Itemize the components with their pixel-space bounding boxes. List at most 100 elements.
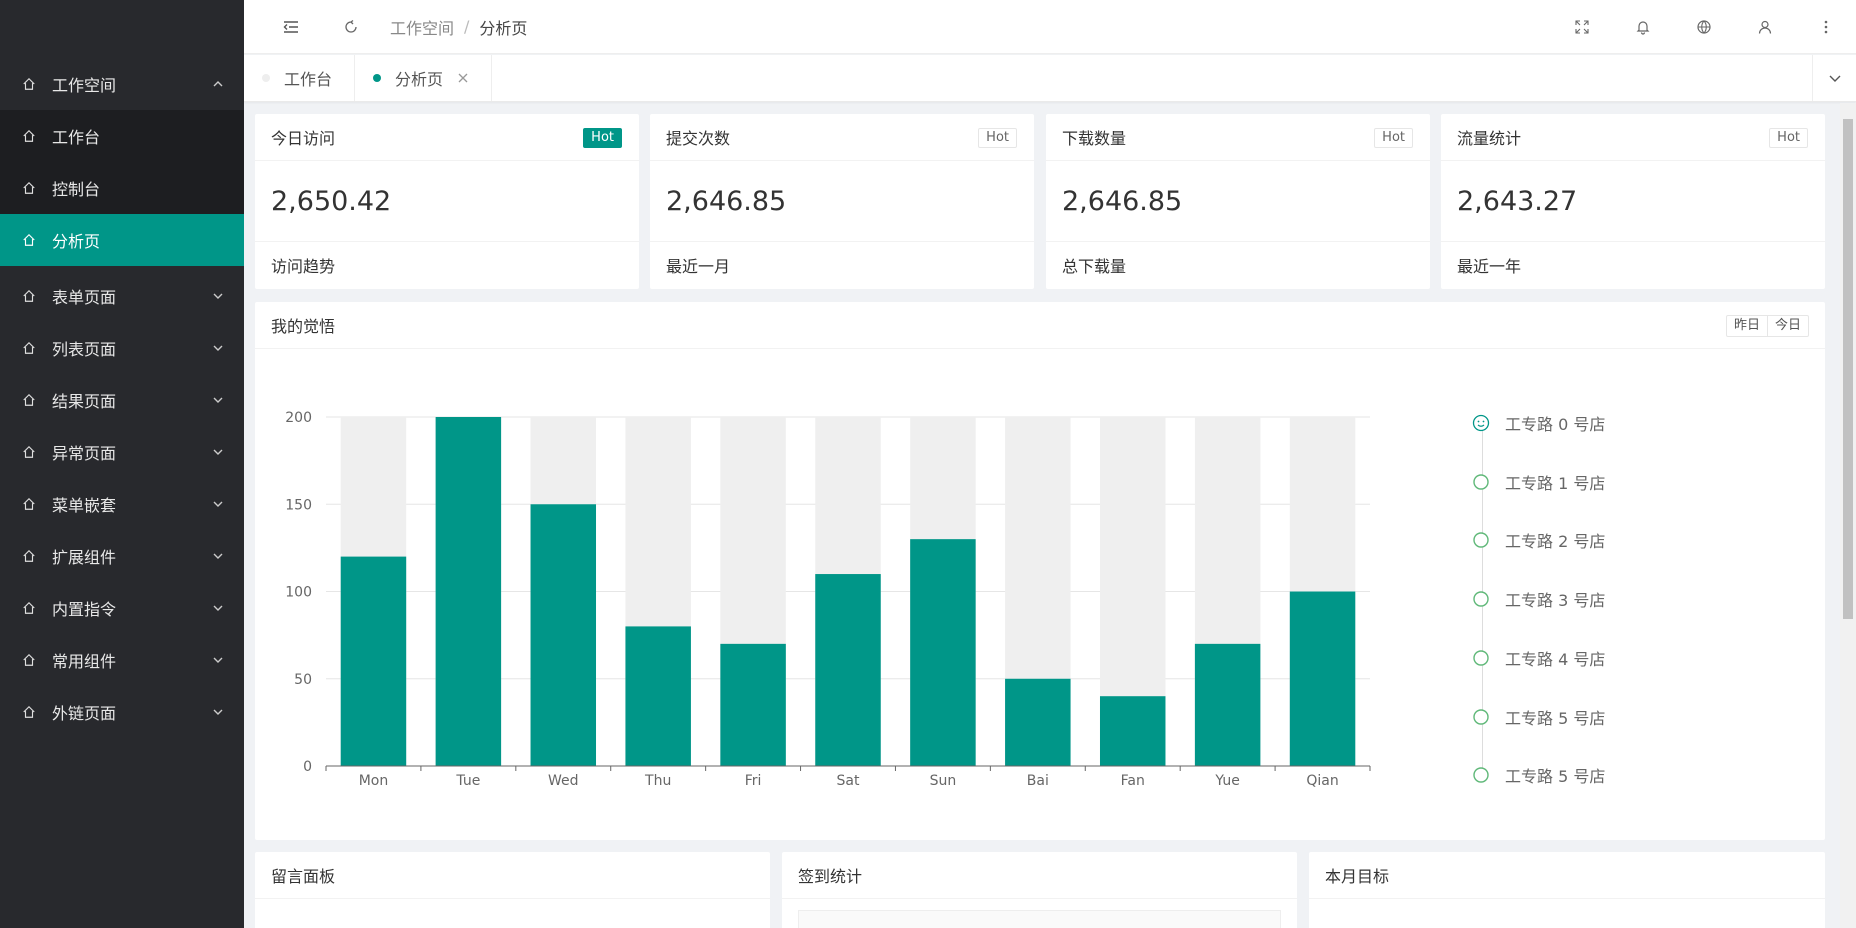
sidebar-item-console[interactable]: 控制台 [0, 162, 244, 214]
menu-fold-icon [283, 20, 298, 33]
timeline-label: 工专路 0 号店 [1505, 415, 1606, 434]
x-tick-label: Fan [1121, 773, 1145, 789]
sidebar-item-workspace[interactable]: 工作空间 [0, 58, 244, 110]
hot-badge: Hot [978, 128, 1017, 148]
sidebar-item-analysis[interactable]: 分析页 [0, 214, 244, 266]
breadcrumb-current: 分析页 [479, 18, 528, 38]
stat-card-header: 今日访问 Hot [255, 114, 639, 161]
bar [340, 556, 407, 766]
y-tick-label: 50 [294, 672, 312, 688]
circle-icon [1473, 708, 1489, 725]
breadcrumb-workspace[interactable]: 工作空间 [390, 18, 455, 38]
user-button[interactable] [1734, 0, 1795, 54]
scrollbar-thumb[interactable] [1843, 119, 1853, 619]
home-icon [23, 601, 35, 614]
language-button[interactable] [1673, 0, 1734, 54]
monthly-goal-card: 本月目标 [1309, 852, 1825, 928]
chevron-down-icon [213, 345, 223, 351]
breadcrumb-separator: / [464, 17, 470, 36]
sidebar-item-exceptions[interactable]: 异常页面 [0, 426, 244, 478]
toggle-today[interactable]: 今日 [1766, 316, 1808, 336]
stat-value: 2,643.27 [1441, 161, 1825, 242]
stat-card-title: 下载数量 [1062, 129, 1127, 148]
tab-workbench[interactable]: 工作台 [244, 55, 356, 101]
stat-value: 2,650.42 [255, 161, 639, 242]
hot-badge: Hot [1374, 128, 1413, 148]
sidebar-item-label: 控制台 [52, 180, 101, 199]
tab-label: 工作台 [284, 70, 333, 89]
timeline-item: 工专路 4 号店 [1472, 646, 1605, 670]
sidebar-item-workbench[interactable]: 工作台 [0, 110, 244, 162]
checkin-table [798, 910, 1281, 928]
user-icon [1758, 20, 1771, 34]
home-icon [23, 393, 35, 406]
panel-title: 本月目标 [1325, 867, 1390, 886]
menu-collapse-button[interactable] [276, 12, 306, 42]
more-menu-button[interactable] [1795, 0, 1856, 54]
page-tabs: 工作台 分析页 [244, 55, 1856, 102]
timeline-label: 工专路 2 号店 [1505, 532, 1606, 552]
tab-status-dot [262, 74, 270, 82]
y-tick-label: 200 [285, 410, 312, 426]
chevron-up-icon [213, 81, 223, 87]
home-icon [23, 653, 35, 666]
circle-icon [1473, 650, 1489, 666]
message-board-card: 留言面板 [255, 852, 770, 928]
timeline-item: 工专路 3 号店 [1472, 587, 1605, 611]
home-icon [23, 289, 35, 302]
globe-icon [1696, 20, 1711, 34]
x-tick-label: Wed [548, 773, 579, 789]
fullscreen-icon [1574, 20, 1589, 34]
top-header: 工作空间 / 分析页 [244, 0, 1856, 54]
bar [625, 626, 691, 766]
tabs-more-button[interactable] [1812, 55, 1856, 101]
stat-footer: 访问趋势 [271, 256, 336, 276]
tab-analysis[interactable]: 分析页 [355, 55, 493, 101]
chevron-down-icon [1829, 75, 1840, 82]
chevron-down-icon [213, 605, 223, 611]
x-tick-label: Tue [455, 773, 480, 789]
sidebar-item-label: 扩展组件 [52, 548, 117, 567]
stat-card: 下载数量 Hot 2,646.85 总下载量 [1046, 114, 1430, 289]
bell-icon [1636, 21, 1649, 35]
sidebar-item-extensions[interactable]: 扩展组件 [0, 530, 244, 582]
panel-header: 留言面板 [255, 852, 770, 899]
toggle-yesterday[interactable]: 昨日 [1733, 318, 1760, 333]
bar [1289, 591, 1356, 766]
x-tick-label: Thu [644, 773, 671, 789]
stat-card-title: 提交次数 [666, 129, 731, 148]
chevron-down-icon [213, 397, 223, 403]
notification-button[interactable] [1612, 0, 1673, 54]
sidebar-item-external[interactable]: 外链页面 [0, 686, 244, 738]
y-tick-label: 0 [303, 759, 312, 775]
sidebar-item-directives[interactable]: 内置指令 [0, 582, 244, 634]
tab-status-dot [373, 74, 382, 82]
x-tick-label: Bai [1027, 773, 1049, 789]
timeline-label: 工专路 5 号店 [1505, 708, 1606, 728]
close-icon[interactable] [457, 72, 469, 84]
page-scrollbar[interactable] [1840, 103, 1856, 928]
home-icon [23, 705, 35, 718]
home-icon [23, 497, 35, 510]
timeline-label: 工专路 3 号店 [1505, 591, 1606, 611]
timeline-item: 工专路 2 号店 [1472, 528, 1605, 552]
sidebar-item-label: 常用组件 [52, 652, 117, 671]
y-tick-label: 150 [285, 497, 312, 513]
sidebar-item-lists[interactable]: 列表页面 [0, 322, 244, 374]
sidebar-item-forms[interactable]: 表单页面 [0, 270, 244, 322]
sidebar-item-results[interactable]: 结果页面 [0, 374, 244, 426]
bar [435, 417, 502, 766]
sidebar-item-nested[interactable]: 菜单嵌套 [0, 478, 244, 530]
stat-value: 2,646.85 [1046, 161, 1430, 242]
refresh-button[interactable] [336, 12, 366, 42]
sidebar-item-label: 菜单嵌套 [52, 496, 117, 515]
sidebar-item-components[interactable]: 常用组件 [0, 634, 244, 686]
home-icon [23, 549, 35, 562]
circle-icon [1473, 591, 1489, 607]
chevron-down-icon [213, 449, 223, 455]
stat-card-title: 流量统计 [1457, 129, 1522, 148]
fullscreen-button[interactable] [1551, 0, 1612, 54]
x-tick-label: Yue [1214, 773, 1239, 789]
sidebar-item-label: 列表页面 [52, 340, 117, 359]
hot-badge: Hot [1769, 128, 1808, 148]
